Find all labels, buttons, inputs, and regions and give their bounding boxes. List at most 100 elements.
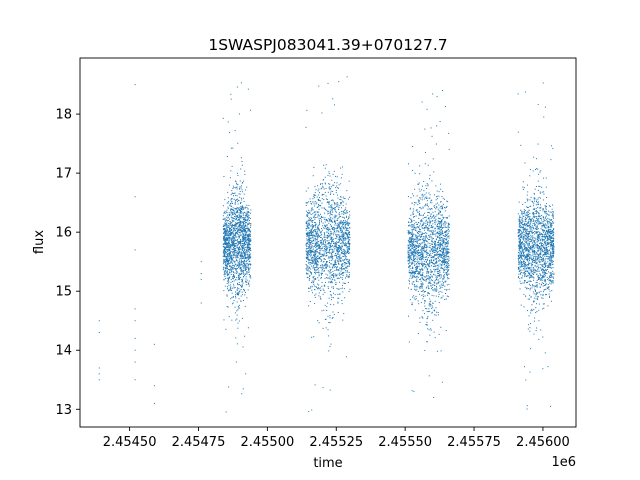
data-point <box>443 259 445 261</box>
data-point <box>427 317 429 319</box>
data-point <box>420 234 422 236</box>
data-point <box>225 220 227 222</box>
data-point <box>226 249 228 250</box>
data-point <box>429 263 431 265</box>
data-point <box>239 242 241 244</box>
data-point <box>225 211 227 213</box>
data-point <box>236 217 238 219</box>
data-point <box>306 233 308 235</box>
data-point <box>224 234 226 236</box>
data-point <box>228 277 230 279</box>
data-point <box>447 266 448 268</box>
data-point <box>231 259 233 261</box>
data-point <box>437 223 439 225</box>
data-point <box>334 269 336 271</box>
data-point <box>230 273 232 275</box>
data-point <box>228 252 230 254</box>
data-point <box>229 255 231 257</box>
data-point <box>441 219 443 221</box>
data-point <box>416 288 418 290</box>
data-point <box>344 231 346 233</box>
data-point <box>430 127 432 129</box>
data-point <box>236 259 238 261</box>
data-point <box>434 249 436 251</box>
data-point <box>412 208 414 210</box>
data-point <box>349 227 351 229</box>
data-point <box>431 243 433 245</box>
data-point <box>232 241 234 243</box>
data-point <box>421 294 423 296</box>
data-point <box>333 220 335 222</box>
data-point <box>228 237 230 239</box>
data-point <box>338 241 340 243</box>
data-point <box>417 222 419 224</box>
data-point <box>418 286 420 288</box>
data-point <box>240 252 242 254</box>
data-point <box>327 213 329 215</box>
data-point <box>306 246 308 248</box>
data-point <box>315 263 317 265</box>
data-point <box>328 201 330 203</box>
data-point <box>339 267 341 269</box>
data-point <box>340 242 342 244</box>
data-point <box>425 251 427 253</box>
data-point <box>224 263 226 265</box>
data-point <box>250 223 252 225</box>
data-point <box>437 272 439 274</box>
data-point <box>239 229 241 231</box>
data-point <box>327 226 329 228</box>
data-point <box>312 277 314 279</box>
data-point <box>313 212 315 214</box>
data-point <box>444 221 446 223</box>
data-point <box>331 267 333 269</box>
data-point <box>318 219 320 221</box>
data-point <box>428 286 430 288</box>
data-point <box>229 246 231 248</box>
data-point <box>425 235 427 236</box>
data-point <box>243 251 245 253</box>
data-point <box>235 199 237 201</box>
data-point <box>240 223 242 225</box>
data-point <box>417 199 419 201</box>
data-point <box>326 246 328 248</box>
data-point <box>440 276 442 278</box>
data-point <box>338 223 340 225</box>
data-point <box>230 209 232 211</box>
data-point <box>437 272 439 274</box>
data-point <box>228 225 230 227</box>
data-point <box>227 225 229 227</box>
data-point <box>435 257 437 259</box>
data-point <box>441 239 443 241</box>
data-point <box>345 233 347 235</box>
data-point <box>440 201 442 203</box>
data-point <box>418 251 420 253</box>
data-point <box>232 277 234 279</box>
data-point <box>409 249 411 251</box>
data-point <box>309 272 311 274</box>
data-point <box>232 258 234 260</box>
data-point <box>228 284 230 286</box>
data-point <box>245 273 247 275</box>
data-point <box>437 270 439 272</box>
data-point <box>239 259 241 261</box>
data-point <box>411 224 413 226</box>
data-point <box>312 248 314 250</box>
data-point <box>243 252 245 254</box>
data-point <box>305 210 307 212</box>
data-point <box>421 286 423 288</box>
data-point <box>238 219 240 221</box>
data-point <box>236 301 238 303</box>
data-point <box>243 249 245 251</box>
data-point <box>228 290 230 292</box>
data-point <box>317 251 319 253</box>
data-point <box>335 235 337 237</box>
data-point <box>308 235 310 237</box>
data-point <box>320 260 322 262</box>
data-point <box>428 211 430 213</box>
data-point <box>414 188 416 190</box>
data-point <box>246 259 248 261</box>
data-point <box>238 231 240 233</box>
data-point <box>226 235 228 237</box>
data-point <box>448 132 450 134</box>
data-point <box>230 234 232 236</box>
